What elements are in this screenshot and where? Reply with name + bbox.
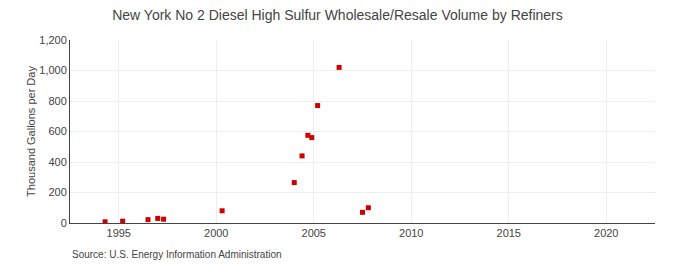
svg-text:2015: 2015 [497, 227, 521, 239]
svg-text:Thousand Gallons per Day: Thousand Gallons per Day [25, 66, 37, 197]
svg-text:1,200: 1,200 [39, 34, 67, 46]
svg-text:2020: 2020 [594, 227, 618, 239]
svg-text:Source: U.S. Energy Informatio: Source: U.S. Energy Information Administ… [72, 249, 282, 260]
svg-text:2010: 2010 [399, 227, 423, 239]
svg-text:1995: 1995 [107, 227, 131, 239]
svg-text:2005: 2005 [302, 227, 326, 239]
svg-text:0: 0 [61, 217, 67, 229]
svg-text:400: 400 [48, 156, 66, 168]
svg-text:2000: 2000 [204, 227, 228, 239]
svg-text:600: 600 [48, 125, 66, 137]
svg-text:200: 200 [48, 186, 66, 198]
svg-text:1,000: 1,000 [39, 64, 67, 76]
svg-text:800: 800 [48, 95, 66, 107]
svg-text:New York No 2 Diesel High Sulf: New York No 2 Diesel High Sulfur Wholesa… [112, 7, 563, 23]
